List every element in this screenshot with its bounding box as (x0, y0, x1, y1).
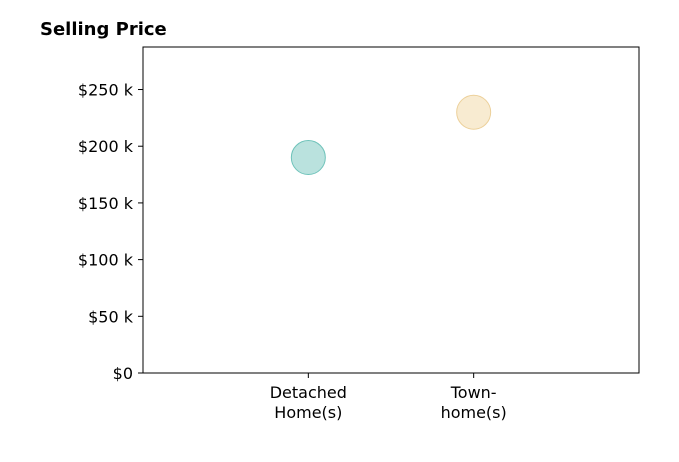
x-tick-label: Town- (450, 383, 497, 402)
data-points (290, 94, 492, 176)
y-tick-label: $150 k (78, 194, 134, 213)
y-tick-label: $50 k (88, 307, 134, 326)
y-tick-label: $100 k (78, 251, 134, 270)
x-tick-label: home(s) (441, 403, 507, 422)
y-axis: $0 $50 k $100 k $150 k $200 k $250 k (78, 81, 143, 383)
x-tick-label: Home(s) (274, 403, 342, 422)
data-point (456, 94, 492, 130)
plot-area-frame (142, 46, 640, 374)
chart-title: Selling Price (40, 19, 167, 40)
y-tick-label: $0 (113, 364, 133, 383)
data-point (290, 140, 326, 176)
y-tick-label: $200 k (78, 137, 134, 156)
y-tick-label: $250 k (78, 81, 134, 100)
x-tick-label: Detached (270, 383, 347, 402)
